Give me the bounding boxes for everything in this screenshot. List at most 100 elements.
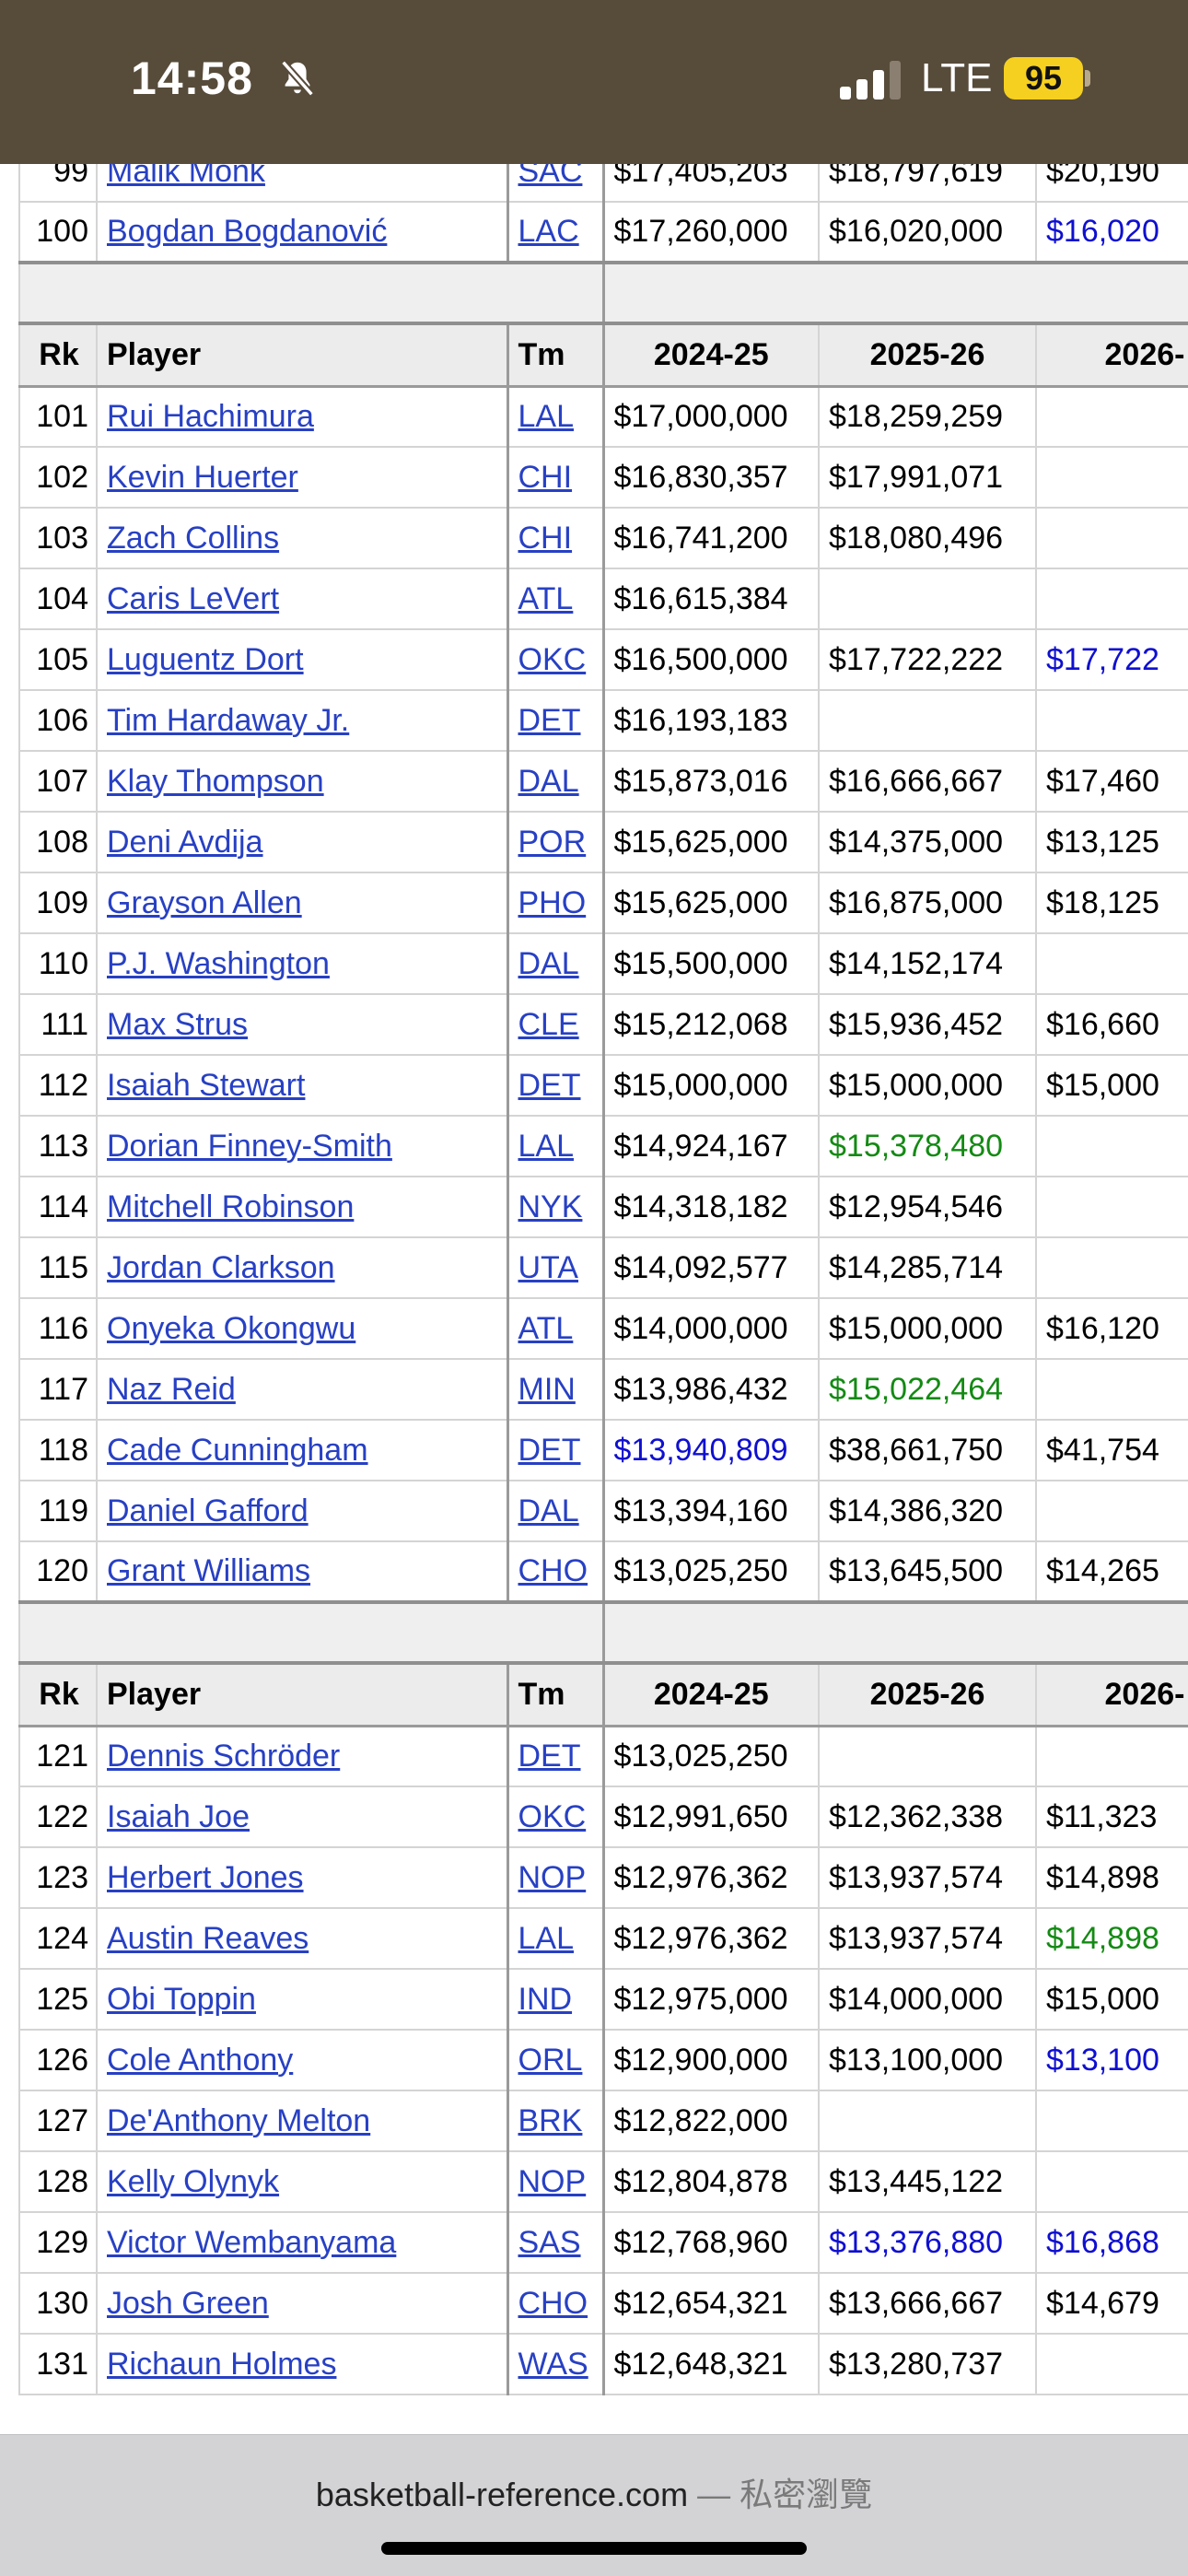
address-bar[interactable]: basketball-reference.com — 私密瀏覽 <box>0 2468 1188 2516</box>
team-link[interactable]: DAL <box>518 945 579 981</box>
player-link[interactable]: P.J. Washington <box>107 945 330 981</box>
player-link[interactable]: Daniel Gafford <box>107 1493 309 1528</box>
player-link[interactable]: Caris LeVert <box>107 580 280 616</box>
browser-bottom-bar[interactable]: basketball-reference.com — 私密瀏覽 <box>0 2434 1188 2576</box>
player-link[interactable]: Mitchell Robinson <box>107 1188 355 1224</box>
team-link[interactable]: LAL <box>518 1128 575 1164</box>
home-indicator[interactable] <box>381 2542 807 2555</box>
team-link[interactable]: OKC <box>518 641 587 677</box>
battery-nub <box>1085 70 1090 87</box>
player-link[interactable]: Grant Williams <box>107 1553 311 1588</box>
team-header[interactable]: Tm <box>507 1661 605 1727</box>
salary-2025-26-cell: $38,661,750 <box>818 1419 1037 1481</box>
player-link[interactable]: Victor Wembanyama <box>107 2224 397 2260</box>
player-link[interactable]: Malik Monk <box>107 164 265 189</box>
season-2026-header[interactable]: 2026- <box>1035 1661 1188 1727</box>
player-link[interactable]: Deni Avdija <box>107 824 263 860</box>
team-link[interactable]: LAL <box>518 398 575 434</box>
player-cell: Naz Reid <box>96 1358 509 1421</box>
player-link[interactable]: Max Strus <box>107 1006 249 1042</box>
player-link[interactable]: Obi Toppin <box>107 1981 256 2017</box>
player-link[interactable]: Kelly Olynyk <box>107 2163 280 2199</box>
player-link[interactable]: Onyeka Okongwu <box>107 1310 356 1346</box>
team-link[interactable]: ATL <box>518 1310 574 1346</box>
player-cell: Max Strus <box>96 993 509 1056</box>
team-link[interactable]: IND <box>518 1981 573 2017</box>
team-link[interactable]: CLE <box>518 1006 579 1042</box>
player-link[interactable]: Herbert Jones <box>107 1859 304 1895</box>
player-link[interactable]: Tim Hardaway Jr. <box>107 702 350 738</box>
team-cell: ATL <box>507 1297 605 1360</box>
salary-2026-cell <box>1035 568 1188 630</box>
season-2024-25-header[interactable]: 2024-25 <box>602 1661 820 1727</box>
player-link[interactable]: Kevin Huerter <box>107 459 298 495</box>
table-row: 112 Isaiah Stewart DET $15,000,000 $15,000,0… <box>18 1054 1188 1117</box>
player-cell: De'Anthony Melton <box>96 2090 509 2152</box>
table-row: 119 Daniel Gafford DAL $13,394,160 $14,386,3… <box>18 1480 1188 1542</box>
team-link[interactable]: SAS <box>518 2224 581 2260</box>
player-link[interactable]: Austin Reaves <box>107 1920 309 1956</box>
table-row: 127 De'Anthony Melton BRK $12,822,000 <box>18 2090 1188 2152</box>
player-link[interactable]: Bogdan Bogdanović <box>107 214 388 249</box>
team-link[interactable]: CHO <box>518 2285 588 2321</box>
team-link[interactable]: WAS <box>518 2346 588 2382</box>
team-link[interactable]: ORL <box>518 2042 583 2078</box>
salary-2024-25-cell: $17,260,000 <box>602 201 820 263</box>
player-link[interactable]: Zach Collins <box>107 520 280 556</box>
season-2025-26-header[interactable]: 2025-26 <box>818 1661 1037 1727</box>
player-link[interactable]: Cade Cunningham <box>107 1432 368 1468</box>
team-link[interactable]: ATL <box>518 580 574 616</box>
player-link[interactable]: Dennis Schröder <box>107 1738 341 1774</box>
team-link[interactable]: DET <box>518 1738 581 1774</box>
team-link[interactable]: LAL <box>518 1920 575 1956</box>
team-link[interactable]: DAL <box>518 1493 579 1528</box>
salary-2026-cell: $15,000 <box>1035 1968 1188 2031</box>
rank-header[interactable]: Rk <box>18 1661 98 1727</box>
player-cell: Klay Thompson <box>96 750 509 813</box>
player-link[interactable]: Dorian Finney-Smith <box>107 1128 392 1164</box>
player-link[interactable]: Cole Anthony <box>107 2042 294 2078</box>
player-link[interactable]: Luguentz Dort <box>107 641 304 677</box>
player-header[interactable]: Player <box>96 322 509 388</box>
player-link[interactable]: De'Anthony Melton <box>107 2102 371 2138</box>
team-link[interactable]: SAC <box>518 164 583 189</box>
season-2026-header[interactable]: 2026- <box>1035 322 1188 388</box>
contracts-table-viewport[interactable]: 99 Malik Monk SAC $17,405,203 $18,797,619 $20… <box>0 164 1188 2434</box>
player-link[interactable]: Grayson Allen <box>107 884 302 920</box>
player-link[interactable]: Richaun Holmes <box>107 2346 337 2382</box>
team-link[interactable]: LAC <box>518 214 579 249</box>
team-link[interactable]: NYK <box>518 1188 583 1224</box>
player-cell: Caris LeVert <box>96 568 509 630</box>
player-link[interactable]: Jordan Clarkson <box>107 1249 335 1285</box>
team-link[interactable]: DAL <box>518 763 579 799</box>
team-link[interactable]: BRK <box>518 2102 583 2138</box>
team-link[interactable]: PHO <box>518 884 587 920</box>
player-link[interactable]: Isaiah Stewart <box>107 1067 306 1103</box>
table-row: 128 Kelly Olynyk NOP $12,804,878 $13,445,122 <box>18 2150 1188 2213</box>
team-link[interactable]: NOP <box>518 2163 587 2199</box>
team-link[interactable]: POR <box>518 824 587 860</box>
team-link[interactable]: CHO <box>518 1553 588 1588</box>
player-link[interactable]: Rui Hachimura <box>107 398 314 434</box>
salary-2024-25-cell: $14,092,577 <box>602 1236 820 1299</box>
player-link[interactable]: Naz Reid <box>107 1371 236 1407</box>
team-link[interactable]: CHI <box>518 520 573 556</box>
season-2025-26-header[interactable]: 2025-26 <box>818 322 1037 388</box>
team-link[interactable]: DET <box>518 1432 581 1468</box>
team-link[interactable]: UTA <box>518 1249 578 1285</box>
player-header[interactable]: Player <box>96 1661 509 1727</box>
rank-header[interactable]: Rk <box>18 322 98 388</box>
team-header[interactable]: Tm <box>507 322 605 388</box>
player-link[interactable]: Josh Green <box>107 2285 269 2321</box>
player-cell: Isaiah Stewart <box>96 1054 509 1117</box>
team-link[interactable]: DET <box>518 1067 581 1103</box>
player-link[interactable]: Klay Thompson <box>107 763 324 799</box>
player-link[interactable]: Isaiah Joe <box>107 1798 250 1834</box>
team-cell: CHI <box>507 446 605 509</box>
team-link[interactable]: DET <box>518 702 581 738</box>
team-link[interactable]: NOP <box>518 1859 587 1895</box>
season-2024-25-header[interactable]: 2024-25 <box>602 322 820 388</box>
team-link[interactable]: CHI <box>518 459 573 495</box>
team-link[interactable]: OKC <box>518 1798 587 1834</box>
team-link[interactable]: MIN <box>518 1371 576 1407</box>
